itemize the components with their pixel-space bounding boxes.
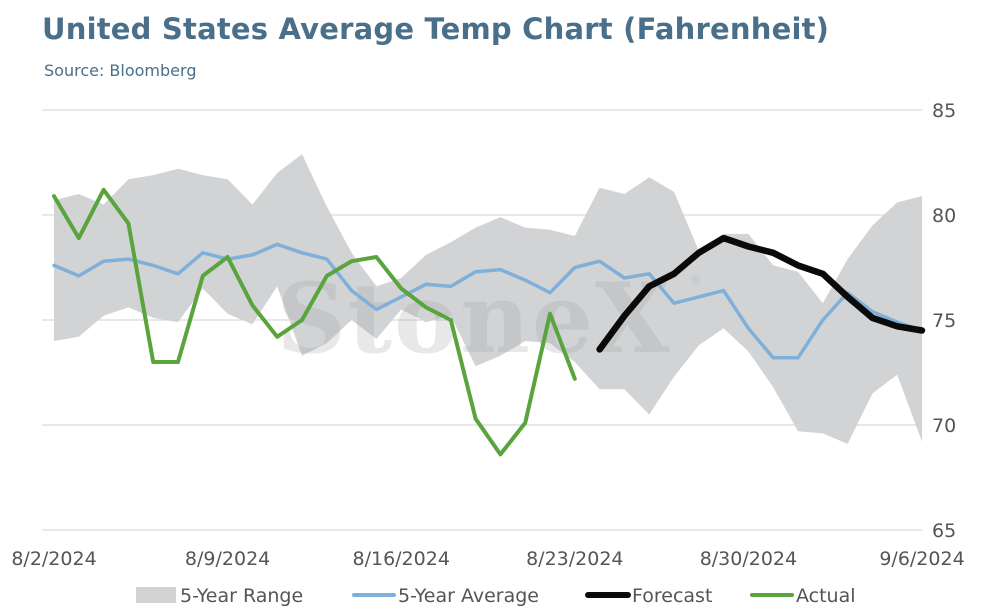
legend-range-label: 5-Year Range (180, 585, 303, 607)
forecast-line (596, 234, 926, 353)
legend-average-label: 5-Year Average (398, 585, 539, 607)
legend-average: 5-Year Average (352, 585, 539, 607)
y-axis-ticks: 65 70 75 80 85 (932, 100, 956, 542)
y-tick-label: 65 (932, 520, 956, 542)
x-tick-label: 8/30/2024 (700, 548, 797, 570)
x-tick-label: 8/16/2024 (352, 548, 449, 570)
actual-line (52, 187, 577, 457)
y-tick-label: 70 (932, 415, 956, 437)
watermark-registered: ® (690, 273, 702, 287)
y-tick-label: 85 (932, 100, 956, 122)
legend-forecast-label: Forecast (632, 585, 712, 607)
legend: 5-Year Range 5-Year Average Forecast Actual (136, 585, 856, 607)
watermark-text: StoneX (276, 262, 671, 375)
x-axis-ticks: 8/2/2024 8/9/2024 8/16/2024 8/23/2024 8/30/2… (11, 548, 964, 570)
legend-actual-label: Actual (796, 585, 856, 607)
average-line (52, 242, 924, 360)
legend-forecast: Forecast (585, 585, 712, 607)
range-area-layer (54, 154, 922, 444)
y-tick-label: 75 (932, 310, 956, 332)
legend-range-swatch (136, 587, 176, 603)
chart-source: Source: Bloomberg (44, 61, 197, 80)
range-area (54, 154, 922, 444)
x-tick-label: 9/6/2024 (879, 548, 964, 570)
legend-actual: Actual (750, 585, 856, 607)
chart-title: United States Average Temp Chart (Fahren… (42, 12, 830, 46)
x-tick-label: 8/23/2024 (526, 548, 623, 570)
x-tick-label: 8/9/2024 (185, 548, 270, 570)
y-tick-label: 80 (932, 205, 956, 227)
legend-range: 5-Year Range (136, 585, 303, 607)
x-tick-label: 8/2/2024 (11, 548, 96, 570)
series-lines (52, 187, 926, 457)
